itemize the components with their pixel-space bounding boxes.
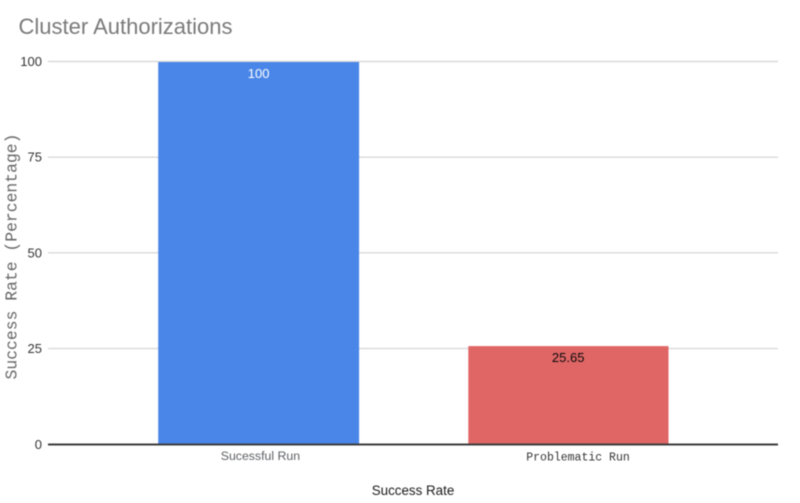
svg-text:Sucessful Run: Sucessful Run [221, 449, 300, 463]
svg-text:Cluster Authorizations: Cluster Authorizations [19, 14, 233, 39]
svg-text:25.65: 25.65 [552, 350, 585, 365]
svg-text:Success Rate (Percentage): Success Rate (Percentage) [3, 134, 22, 380]
svg-text:Success Rate: Success Rate [372, 483, 455, 498]
svg-text:Problematic Run: Problematic Run [526, 452, 630, 465]
svg-text:75: 75 [28, 150, 42, 165]
svg-text:50: 50 [28, 245, 42, 260]
svg-text:25: 25 [28, 341, 42, 356]
svg-text:100: 100 [248, 66, 270, 81]
svg-text:100: 100 [20, 54, 42, 69]
svg-text:0: 0 [35, 437, 42, 452]
